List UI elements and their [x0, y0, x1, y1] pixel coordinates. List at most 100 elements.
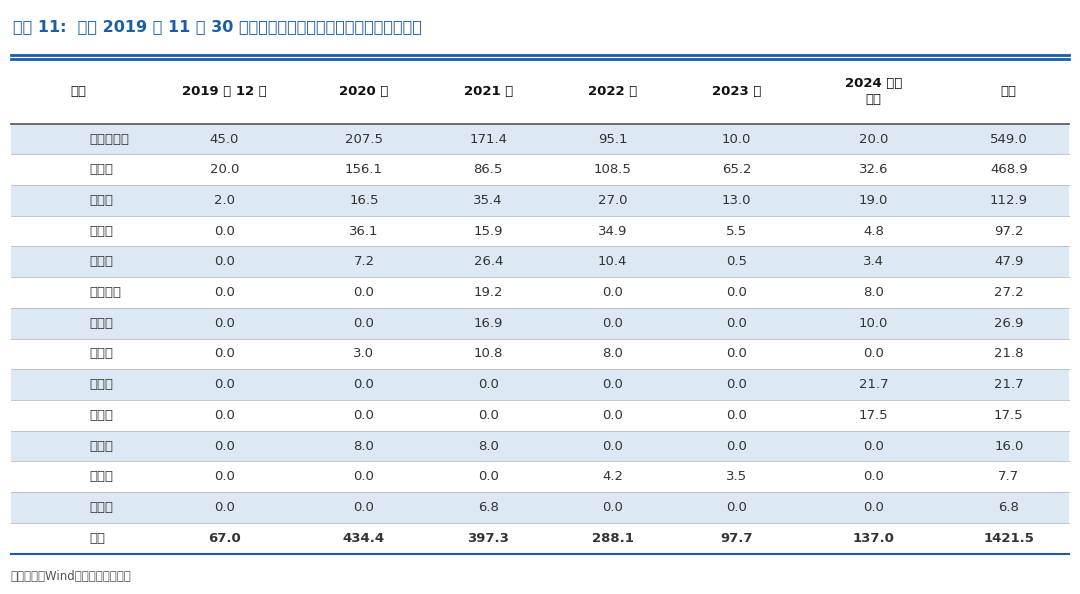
Text: 16.0: 16.0	[994, 440, 1024, 453]
Text: 1421.5: 1421.5	[984, 532, 1035, 545]
Text: 2023 年: 2023 年	[712, 85, 761, 98]
Text: 10.0: 10.0	[859, 317, 889, 330]
Text: 0.0: 0.0	[353, 286, 375, 299]
Text: 崇左市: 崇左市	[90, 378, 113, 391]
Text: 67.0: 67.0	[207, 532, 241, 545]
Text: 20.0: 20.0	[210, 163, 239, 176]
Text: 总计: 总计	[90, 532, 106, 545]
Text: 288.1: 288.1	[592, 532, 633, 545]
Text: 21.8: 21.8	[994, 347, 1024, 361]
Text: 0.0: 0.0	[214, 286, 234, 299]
Text: 百色市: 百色市	[90, 317, 113, 330]
Text: 桂林市: 桂林市	[90, 255, 113, 268]
Text: 5.5: 5.5	[726, 225, 747, 238]
Text: 3.4: 3.4	[863, 255, 885, 268]
Text: 0.0: 0.0	[602, 501, 623, 514]
Text: 0.0: 0.0	[863, 440, 885, 453]
Text: 2020 年: 2020 年	[339, 85, 389, 98]
Text: 20.0: 20.0	[859, 132, 889, 146]
Text: 0.0: 0.0	[863, 347, 885, 361]
Text: 0.0: 0.0	[726, 317, 747, 330]
Text: 7.7: 7.7	[998, 470, 1020, 484]
Text: 4.8: 4.8	[863, 225, 885, 238]
Text: 自治区本级: 自治区本级	[90, 132, 130, 146]
Text: 434.4: 434.4	[343, 532, 386, 545]
Text: 0.0: 0.0	[214, 317, 234, 330]
Text: 3.5: 3.5	[726, 470, 747, 484]
Text: 0.0: 0.0	[353, 501, 375, 514]
Text: 0.5: 0.5	[726, 255, 747, 268]
Text: 36.1: 36.1	[349, 225, 379, 238]
Text: 27.2: 27.2	[994, 286, 1024, 299]
Text: 4.2: 4.2	[602, 470, 623, 484]
Text: 0.0: 0.0	[726, 347, 747, 361]
Text: 南宁市: 南宁市	[90, 194, 113, 207]
Text: 65.2: 65.2	[721, 163, 752, 176]
Text: 2021 年: 2021 年	[463, 85, 513, 98]
Text: 10.0: 10.0	[723, 132, 752, 146]
Text: 合计: 合计	[1001, 85, 1016, 98]
Text: 0.0: 0.0	[353, 470, 375, 484]
Text: 35.4: 35.4	[473, 194, 503, 207]
Text: 8.0: 8.0	[602, 347, 623, 361]
Text: 0.0: 0.0	[214, 378, 234, 391]
Text: 2019 年 12 月: 2019 年 12 月	[181, 85, 267, 98]
Text: 梧州市: 梧州市	[90, 409, 113, 422]
Text: 0.0: 0.0	[602, 409, 623, 422]
Text: 0.0: 0.0	[477, 470, 499, 484]
Text: 0.0: 0.0	[726, 378, 747, 391]
Text: 0.0: 0.0	[214, 347, 234, 361]
Text: 河池市: 河池市	[90, 470, 113, 484]
Text: 112.9: 112.9	[989, 194, 1028, 207]
Text: 柳州市: 柳州市	[90, 163, 113, 176]
Text: 8.0: 8.0	[353, 440, 375, 453]
Text: 45.0: 45.0	[210, 132, 239, 146]
Text: 资料来源：Wind，国盛证券研究所: 资料来源：Wind，国盛证券研究所	[11, 570, 132, 583]
Text: 0.0: 0.0	[477, 378, 499, 391]
Text: 0.0: 0.0	[353, 409, 375, 422]
Text: 0.0: 0.0	[726, 286, 747, 299]
Text: 26.4: 26.4	[473, 255, 503, 268]
Text: 21.7: 21.7	[859, 378, 889, 391]
Text: 防城港市: 防城港市	[90, 286, 121, 299]
Text: 0.0: 0.0	[726, 409, 747, 422]
Text: 0.0: 0.0	[214, 409, 234, 422]
Text: 钦州市: 钦州市	[90, 225, 113, 238]
Text: 19.2: 19.2	[473, 286, 503, 299]
Text: 17.5: 17.5	[859, 409, 889, 422]
Text: 2024 年及
以后: 2024 年及 以后	[845, 77, 902, 106]
Text: 6.8: 6.8	[477, 501, 499, 514]
Text: 0.0: 0.0	[214, 255, 234, 268]
Text: 来宾市: 来宾市	[90, 440, 113, 453]
Text: 549.0: 549.0	[990, 132, 1028, 146]
Text: 17.5: 17.5	[994, 409, 1024, 422]
Text: 0.0: 0.0	[214, 470, 234, 484]
Text: 137.0: 137.0	[853, 532, 894, 545]
Text: 0.0: 0.0	[602, 378, 623, 391]
Text: 0.0: 0.0	[726, 501, 747, 514]
Text: 34.9: 34.9	[598, 225, 627, 238]
Text: 3.0: 3.0	[353, 347, 375, 361]
Text: 0.0: 0.0	[863, 501, 885, 514]
Text: 8.0: 8.0	[863, 286, 885, 299]
Text: 86.5: 86.5	[473, 163, 503, 176]
Text: 32.6: 32.6	[859, 163, 889, 176]
Text: 0.0: 0.0	[214, 440, 234, 453]
Text: 156.1: 156.1	[345, 163, 383, 176]
Text: 95.1: 95.1	[597, 132, 627, 146]
Text: 0.0: 0.0	[602, 440, 623, 453]
Text: 26.9: 26.9	[994, 317, 1024, 330]
Text: 北海市: 北海市	[90, 347, 113, 361]
Text: 0.0: 0.0	[214, 501, 234, 514]
Text: 97.2: 97.2	[994, 225, 1024, 238]
Text: 0.0: 0.0	[863, 470, 885, 484]
Text: 0.0: 0.0	[602, 286, 623, 299]
Text: 0.0: 0.0	[353, 378, 375, 391]
Text: 0.0: 0.0	[214, 225, 234, 238]
Text: 15.9: 15.9	[473, 225, 503, 238]
Text: 397.3: 397.3	[468, 532, 509, 545]
Text: 13.0: 13.0	[721, 194, 752, 207]
Text: 6.8: 6.8	[998, 501, 1020, 514]
Text: 10.4: 10.4	[598, 255, 627, 268]
Text: 27.0: 27.0	[597, 194, 627, 207]
